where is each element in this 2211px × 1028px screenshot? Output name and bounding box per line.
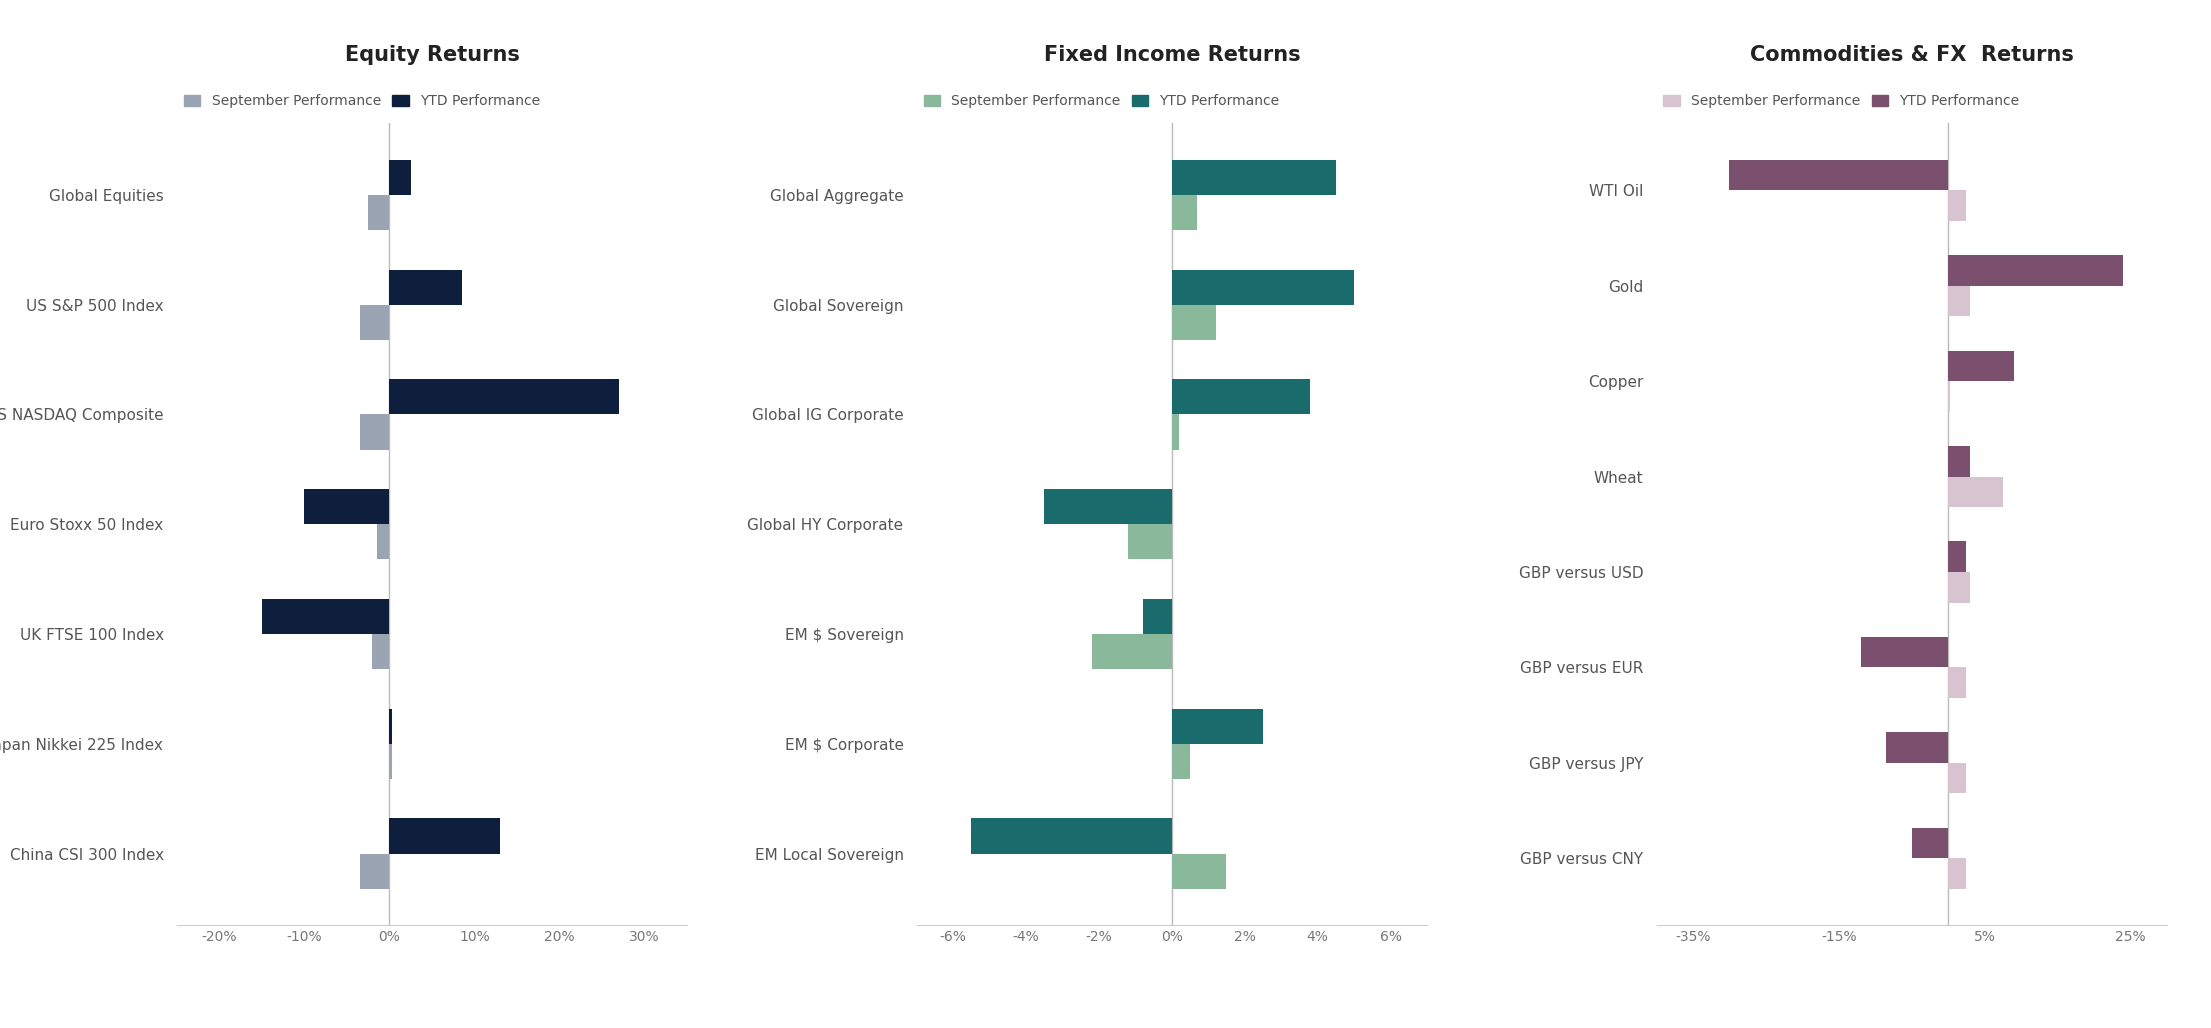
Legend: September Performance, YTD Performance: September Performance, YTD Performance [924, 95, 1280, 108]
Bar [1948, 351, 2014, 381]
Bar [389, 744, 391, 779]
Bar [360, 853, 389, 889]
Bar [261, 599, 389, 634]
Bar [371, 634, 389, 669]
Bar [1948, 858, 1966, 889]
Bar [389, 269, 462, 304]
Bar [1044, 489, 1172, 524]
Bar [1729, 159, 1948, 190]
Title: Fixed Income Returns: Fixed Income Returns [1044, 45, 1300, 65]
Bar [369, 195, 389, 230]
Bar [1172, 414, 1178, 449]
Bar [1172, 304, 1216, 340]
Bar [1172, 708, 1262, 744]
Bar [360, 414, 389, 449]
Legend: September Performance, YTD Performance: September Performance, YTD Performance [1663, 95, 2019, 108]
Bar [389, 708, 391, 744]
Bar [305, 489, 389, 524]
Bar [1948, 286, 1970, 317]
Bar [1172, 159, 1335, 195]
Bar [971, 818, 1172, 853]
Bar [1172, 269, 1353, 304]
Bar [1913, 828, 1948, 858]
Bar [1948, 446, 1970, 477]
Bar [1948, 542, 1966, 572]
Bar [1172, 853, 1227, 889]
Bar [360, 304, 389, 340]
Bar [389, 159, 411, 195]
Bar [1172, 744, 1190, 779]
Bar [389, 818, 500, 853]
Bar [1092, 634, 1172, 669]
Bar [1948, 190, 1966, 221]
Title: Commodities & FX  Returns: Commodities & FX Returns [1749, 45, 2074, 65]
Bar [1948, 572, 1970, 602]
Legend: September Performance, YTD Performance: September Performance, YTD Performance [184, 95, 539, 108]
Bar [1948, 255, 2123, 286]
Bar [376, 524, 389, 559]
Bar [1948, 763, 1966, 794]
Bar [389, 379, 619, 414]
Bar [1172, 379, 1311, 414]
Bar [1886, 732, 1948, 763]
Title: Equity Returns: Equity Returns [345, 45, 520, 65]
Bar [1172, 195, 1198, 230]
Bar [1948, 477, 2003, 507]
Bar [1862, 637, 1948, 667]
Bar [1143, 599, 1172, 634]
Bar [1948, 667, 1966, 698]
Bar [1128, 524, 1172, 559]
